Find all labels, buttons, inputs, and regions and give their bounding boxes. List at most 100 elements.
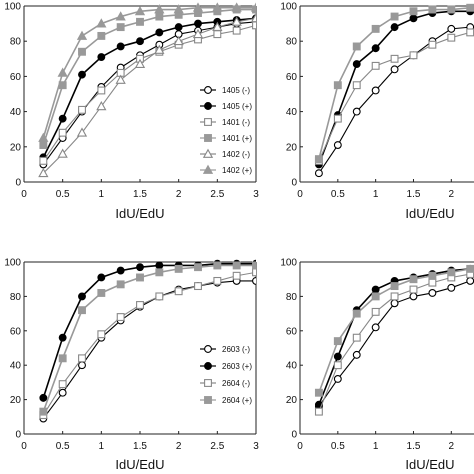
data-point (155, 12, 164, 21)
series-line (42, 264, 256, 412)
data-point (78, 292, 86, 301)
data-point (97, 289, 106, 297)
data-point (371, 323, 380, 332)
legend-label: 1401 (+) (222, 134, 252, 143)
data-point (155, 268, 164, 277)
data-point (390, 12, 399, 21)
data-point (173, 35, 184, 46)
x-tick-label: 1.5 (133, 189, 147, 200)
data-point (58, 380, 67, 389)
series-4 (39, 5, 256, 149)
plot-area (38, 2, 256, 178)
data-point (38, 167, 49, 178)
y-tick-label: 0 (15, 430, 21, 441)
data-point (390, 292, 399, 301)
series-line (318, 31, 471, 162)
y-tick-label: 40 (10, 361, 22, 372)
y-tick-label: 0 (15, 178, 21, 189)
y-tick-label: 100 (4, 258, 21, 269)
data-point (39, 156, 48, 165)
data-point (371, 292, 380, 301)
x-tick-label: 1 (99, 441, 105, 452)
x-axis-label: IdU/EdU (115, 457, 164, 472)
y-tick-label: 40 (286, 107, 298, 118)
data-point (174, 287, 183, 296)
legend: 1405 (-) 1405 (+) 1401 (-) 1401 (+) 1402 (-)… (200, 86, 252, 175)
data-point (390, 54, 399, 63)
data-point (314, 169, 323, 178)
legend-label: 2603 (-) (222, 345, 250, 354)
data-point (390, 23, 399, 32)
data-point (390, 299, 399, 308)
data-point (428, 271, 437, 280)
data-point (352, 107, 361, 116)
legend-label: 1402 (-) (222, 150, 250, 159)
legend-label: 2604 (+) (222, 396, 252, 405)
data-point (390, 65, 399, 74)
legend-marker (204, 379, 212, 387)
data-point (371, 307, 380, 316)
data-point (232, 26, 241, 35)
data-point (352, 333, 361, 342)
data-point (466, 264, 474, 273)
y-tick-label: 100 (280, 2, 297, 13)
data-point (333, 81, 342, 90)
data-point (409, 285, 418, 294)
data-point (314, 388, 323, 397)
data-point (78, 354, 86, 363)
y-tick-label: 80 (10, 292, 22, 303)
legend-label: 1402 (+) (222, 166, 252, 175)
data-point (333, 337, 342, 346)
data-point (371, 24, 380, 33)
x-tick-label: 1 (99, 189, 105, 200)
series-1 (314, 23, 474, 178)
data-point (78, 47, 86, 56)
y-tick-label: 60 (286, 326, 298, 337)
data-point (447, 283, 456, 292)
data-point (314, 155, 323, 164)
data-point (136, 37, 144, 46)
data-point (252, 268, 256, 277)
x-tick-label: 2.5 (210, 189, 224, 200)
legend-marker (204, 362, 212, 370)
legend-marker (204, 118, 212, 126)
series-4 (39, 261, 256, 416)
x-axis-label: IdU/EdU (115, 206, 164, 221)
data-point (173, 4, 184, 14)
data-point (252, 21, 256, 30)
data-point (96, 18, 107, 28)
data-point (78, 361, 86, 370)
data-point (97, 86, 106, 95)
data-point (97, 330, 106, 339)
data-point (39, 141, 48, 149)
data-point (58, 114, 67, 123)
data-point (428, 289, 437, 297)
series-line (42, 262, 256, 399)
data-point (428, 278, 437, 287)
data-point (466, 3, 474, 12)
data-point (78, 105, 86, 114)
data-point (97, 273, 106, 282)
y-tick-label: 80 (286, 37, 298, 48)
data-point (136, 17, 144, 26)
x-tick-label: 3 (253, 441, 259, 452)
x-axis-label: IdU/EdU (405, 206, 454, 221)
data-point (116, 23, 125, 32)
data-point (371, 285, 380, 294)
data-point (58, 128, 67, 137)
legend-marker (202, 148, 214, 158)
data-point (231, 16, 242, 26)
legend-marker (204, 396, 212, 404)
data-point (409, 292, 418, 301)
data-point (213, 276, 222, 285)
x-tick-label: 1 (373, 189, 379, 200)
x-tick-label: 2 (176, 189, 182, 200)
data-point (252, 261, 256, 270)
x-tick-label: 2 (449, 189, 455, 200)
x-tick-label: 1.5 (133, 441, 147, 452)
x-tick-label: 0 (297, 441, 303, 452)
series-3 (314, 270, 474, 416)
data-point (466, 28, 474, 37)
series-1 (314, 276, 474, 411)
data-point (213, 261, 222, 270)
